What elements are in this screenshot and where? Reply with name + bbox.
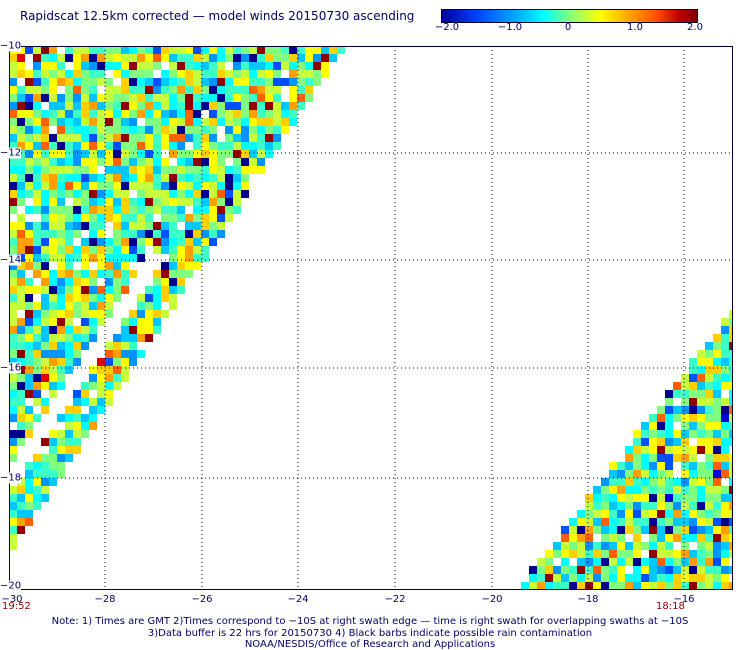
lon-label-24: −24 bbox=[287, 594, 309, 605]
colorbar-label-max: 2.0 bbox=[687, 22, 703, 33]
lat-label-12: −12 bbox=[0, 147, 22, 159]
lon-label-30: −30 bbox=[1, 594, 23, 605]
map-title: Rapidscat 12.5km corrected — model winds… bbox=[20, 9, 415, 23]
map-canvas bbox=[9, 46, 733, 590]
time-left: 19:52 bbox=[2, 601, 31, 612]
lon-label-22: −22 bbox=[384, 594, 406, 605]
colorbar-label-min: −2.0 bbox=[434, 22, 460, 33]
swath-cells bbox=[9, 46, 733, 590]
lat-label-10: −10 bbox=[0, 40, 22, 52]
lon-label-20: −20 bbox=[481, 594, 503, 605]
colorbar-label-zero: 0 bbox=[564, 22, 572, 33]
lat-label-14: −14 bbox=[0, 254, 22, 266]
time-right: 18:18 bbox=[656, 601, 685, 612]
lon-label-26: −26 bbox=[191, 594, 213, 605]
colorbar bbox=[441, 9, 698, 23]
note-line-3: NOAA/NESDIS/Office of Research and Appli… bbox=[244, 639, 496, 650]
colorbar-label-pos1: 1.0 bbox=[627, 22, 643, 33]
wind-difference-map bbox=[9, 46, 733, 590]
note-line-2: 3)Data buffer is 22 hrs for 20150730 4) … bbox=[147, 628, 593, 639]
lat-label-20: −20 bbox=[0, 580, 22, 592]
note-line-1: Note: 1) Times are GMT 2)Times correspon… bbox=[51, 616, 689, 627]
lon-label-18: −18 bbox=[577, 594, 599, 605]
lat-label-18: −18 bbox=[0, 472, 22, 484]
graticule bbox=[9, 46, 733, 590]
colorbar-label-neg1: −1.0 bbox=[497, 22, 523, 33]
lon-label-16: −16 bbox=[673, 594, 695, 605]
map-frame bbox=[9, 46, 733, 590]
lon-label-28: −28 bbox=[94, 594, 116, 605]
lat-label-16: −16 bbox=[0, 362, 22, 374]
